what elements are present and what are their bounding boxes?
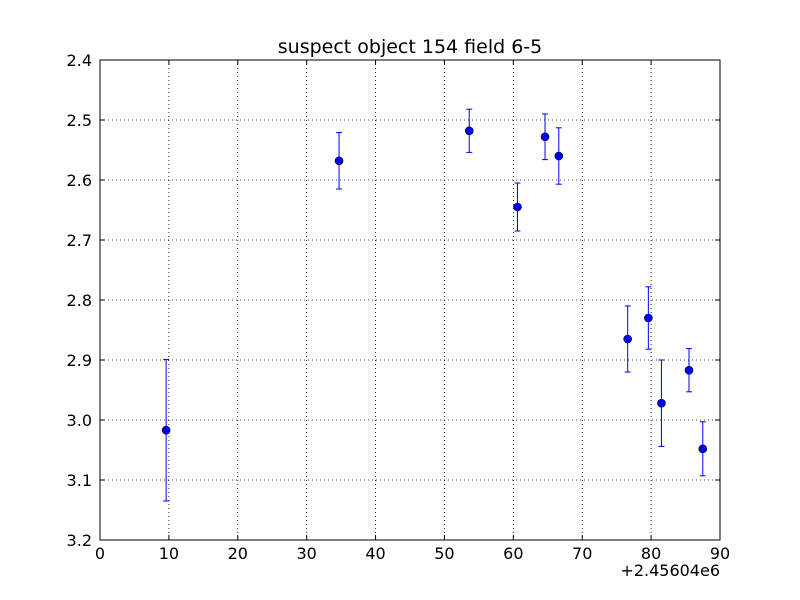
chart-title: suspect object 154 field 6-5: [278, 36, 543, 58]
x-tick-label: 30: [296, 544, 316, 563]
data-point: [657, 398, 666, 408]
x-tick-label: 60: [503, 544, 523, 563]
y-tick-label: 2.7: [67, 231, 92, 250]
data-point: [684, 365, 694, 375]
x-tick-label: 90: [710, 544, 730, 563]
y-tick-label: 2.8: [67, 291, 92, 310]
x-tick-label: 40: [365, 544, 385, 563]
data-point: [623, 334, 632, 344]
plot-frame: [99, 59, 721, 541]
y-tick-label: 2.4: [67, 51, 92, 70]
data-point: [554, 151, 564, 161]
data-point: [513, 202, 522, 212]
grid-lines: [100, 60, 720, 540]
x-axis-offset-label: +2.45604e6: [620, 561, 720, 580]
y-tick-label: 3.0: [67, 411, 92, 430]
axis-ticks: 0 10 20 30 40 50 60 70 80 90 2.4 2.5 2.6 2.7 2.8 2.9 3.0…: [67, 51, 731, 563]
y-tick-label: 2.9: [67, 351, 92, 370]
data-point: [161, 425, 171, 435]
y-tick-label: 3.2: [67, 531, 92, 550]
x-tick-label: 70: [572, 544, 592, 563]
x-tick-label: 80: [641, 544, 661, 563]
data-point: [644, 313, 653, 323]
x-tick-label: 10: [159, 544, 179, 563]
y-tick-label: 2.6: [67, 171, 92, 190]
data-point: [698, 444, 708, 454]
x-tick-label: 20: [228, 544, 248, 563]
data-point: [540, 132, 550, 142]
x-tick-label: 0: [95, 544, 105, 563]
x-tick-label: 50: [434, 544, 454, 563]
data-marks: [161, 108, 708, 502]
data-point: [334, 156, 344, 166]
y-tick-label: 3.1: [67, 471, 92, 490]
y-tick-label: 2.5: [67, 111, 92, 130]
data-point: [464, 126, 474, 136]
